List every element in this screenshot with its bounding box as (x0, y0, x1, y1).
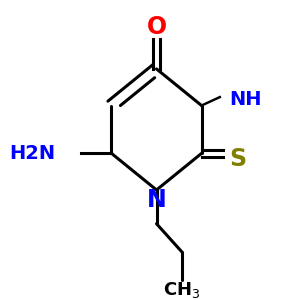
Text: NH: NH (230, 90, 262, 110)
Text: O: O (146, 15, 167, 39)
Text: CH$_3$: CH$_3$ (163, 280, 200, 300)
Text: S: S (230, 147, 247, 171)
Text: N: N (147, 188, 166, 212)
Text: H2N: H2N (9, 144, 55, 163)
